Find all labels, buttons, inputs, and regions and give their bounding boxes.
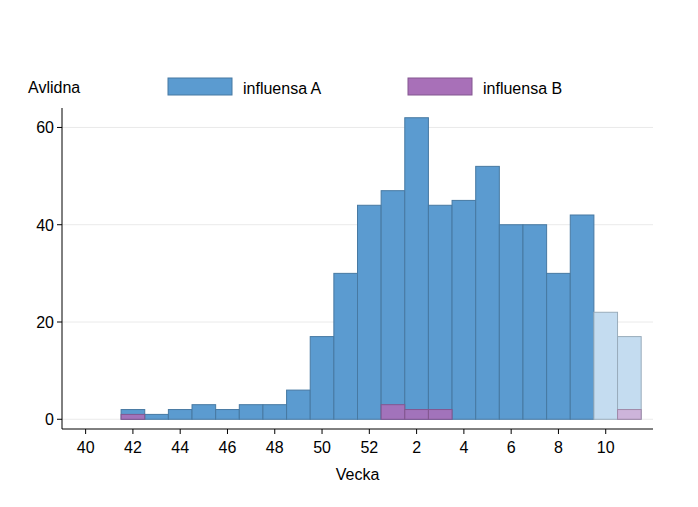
bar bbox=[145, 414, 169, 419]
bar bbox=[145, 419, 169, 420]
bar bbox=[121, 414, 145, 419]
x-tick bbox=[274, 429, 275, 434]
bar bbox=[523, 225, 547, 420]
bar bbox=[570, 215, 594, 419]
bar bbox=[618, 410, 642, 420]
bar bbox=[358, 205, 382, 419]
bar bbox=[287, 419, 311, 420]
x-tick-label: 2 bbox=[412, 439, 421, 456]
x-tick-label: 50 bbox=[313, 439, 331, 456]
bar bbox=[594, 312, 618, 419]
bar bbox=[192, 419, 216, 420]
bar bbox=[476, 419, 500, 420]
bar bbox=[239, 405, 263, 420]
x-axis bbox=[62, 429, 653, 430]
x-tick-label: 8 bbox=[554, 439, 563, 456]
bar bbox=[381, 191, 405, 420]
y-axis bbox=[62, 108, 63, 429]
bar bbox=[239, 419, 263, 420]
x-tick bbox=[227, 429, 228, 434]
x-tick-label: 6 bbox=[507, 439, 516, 456]
bar bbox=[618, 337, 642, 420]
legend-label: influensa A bbox=[243, 80, 322, 97]
x-axis-title: Vecka bbox=[336, 466, 380, 483]
y-tick-label: 0 bbox=[45, 411, 54, 428]
bar bbox=[74, 419, 98, 420]
bar bbox=[499, 225, 523, 420]
grid-line bbox=[62, 127, 653, 128]
bar bbox=[216, 410, 240, 420]
bar bbox=[476, 166, 500, 419]
x-tick-label: 10 bbox=[597, 439, 615, 456]
bar bbox=[263, 405, 287, 420]
bar bbox=[547, 419, 571, 420]
chart: 020406040424446485052246810VeckaAvlidnai… bbox=[0, 0, 698, 507]
x-tick bbox=[558, 429, 559, 434]
background bbox=[0, 0, 698, 507]
y-tick-label: 40 bbox=[36, 217, 54, 234]
bar bbox=[334, 419, 358, 420]
bar bbox=[216, 419, 240, 420]
bar bbox=[121, 410, 145, 420]
y-axis-title: Avlidna bbox=[28, 79, 80, 96]
x-tick-label: 40 bbox=[77, 439, 95, 456]
bar bbox=[310, 419, 334, 420]
x-tick bbox=[322, 429, 323, 434]
x-tick-label: 44 bbox=[171, 439, 189, 456]
bar bbox=[74, 419, 98, 420]
bar bbox=[168, 419, 192, 420]
y-tick bbox=[57, 127, 62, 128]
x-tick bbox=[416, 429, 417, 434]
bar bbox=[594, 419, 618, 420]
bar bbox=[452, 419, 476, 420]
bar bbox=[310, 337, 334, 420]
x-tick-label: 48 bbox=[266, 439, 284, 456]
x-tick-label: 52 bbox=[360, 439, 378, 456]
bar bbox=[381, 405, 405, 420]
x-tick bbox=[369, 429, 370, 434]
bar bbox=[334, 273, 358, 419]
bar bbox=[499, 419, 523, 420]
legend-swatch bbox=[168, 78, 232, 95]
y-tick bbox=[57, 322, 62, 323]
bar bbox=[287, 390, 311, 419]
bar bbox=[428, 410, 452, 420]
x-tick-label: 4 bbox=[459, 439, 468, 456]
y-tick bbox=[57, 419, 62, 420]
bar bbox=[570, 419, 594, 420]
bar bbox=[358, 419, 382, 420]
bar bbox=[405, 118, 429, 420]
legend-swatch bbox=[408, 78, 472, 95]
bar bbox=[263, 419, 287, 420]
y-tick-label: 20 bbox=[36, 314, 54, 331]
x-tick bbox=[511, 429, 512, 434]
legend-label: influensa B bbox=[483, 80, 562, 97]
bars bbox=[121, 118, 641, 420]
bar bbox=[97, 419, 121, 420]
bar bbox=[192, 405, 216, 420]
y-tick-label: 60 bbox=[36, 119, 54, 136]
bar bbox=[547, 273, 571, 419]
x-tick bbox=[605, 429, 606, 434]
x-tick bbox=[85, 429, 86, 434]
x-tick-label: 42 bbox=[124, 439, 142, 456]
x-tick bbox=[180, 429, 181, 434]
x-tick-label: 46 bbox=[219, 439, 237, 456]
bar bbox=[168, 410, 192, 420]
x-tick bbox=[463, 429, 464, 434]
bar bbox=[97, 419, 121, 420]
bar bbox=[405, 410, 429, 420]
bar bbox=[428, 205, 452, 419]
x-tick bbox=[132, 429, 133, 434]
y-tick bbox=[57, 224, 62, 225]
bar bbox=[523, 419, 547, 420]
bar bbox=[452, 200, 476, 419]
